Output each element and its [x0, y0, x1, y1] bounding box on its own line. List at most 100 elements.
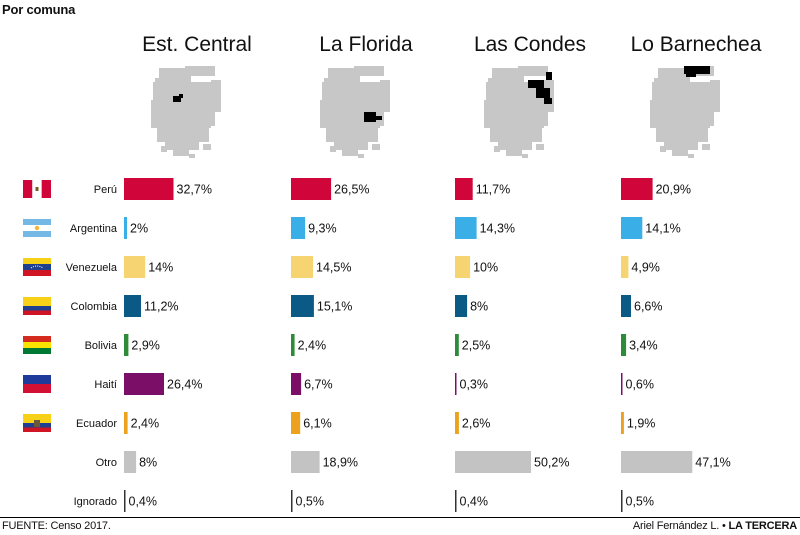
- source-note: FUENTE: Censo 2017.: [2, 520, 111, 532]
- flag-emblem: [34, 420, 40, 427]
- value-label-las-condes-ecuador: 2,6%: [462, 417, 491, 431]
- haiti-flag-icon: [23, 375, 51, 393]
- bar-la-florida-ecuador: [291, 412, 301, 434]
- value-label-las-condes-argentina: 14,3%: [480, 222, 515, 236]
- bar-las-condes-bolivia: [455, 334, 459, 356]
- map-region: [672, 150, 688, 156]
- flag-stripe: [23, 297, 51, 306]
- value-label-est-central-otro: 8%: [139, 456, 157, 470]
- value-label-lo-barnechea-argentina: 14,1%: [645, 222, 680, 236]
- category-label-otro: Otro: [96, 457, 117, 469]
- map-region: [320, 106, 380, 128]
- map-region: [484, 100, 490, 108]
- value-label-la-florida-venezuela: 14,5%: [316, 261, 351, 275]
- flag-sun: [34, 225, 40, 231]
- map-region: [650, 106, 710, 128]
- map-region: [328, 68, 360, 82]
- map-region: [213, 90, 221, 100]
- santiago-map-las-condes-icon: [484, 66, 554, 158]
- bar-est-central-argentina: [124, 217, 127, 239]
- map-region: [652, 82, 714, 106]
- flag-stripe: [23, 258, 51, 264]
- value-label-est-central-haiti: 26,4%: [167, 378, 202, 392]
- map-region: [151, 106, 211, 128]
- bar-las-condes-ignorado: [455, 490, 457, 512]
- map-region: [155, 78, 161, 84]
- value-label-las-condes-otro: 50,2%: [534, 456, 569, 470]
- value-label-lo-barnechea-peru: 20,9%: [656, 183, 691, 197]
- value-label-est-central-colombia: 11,2%: [144, 300, 179, 314]
- value-label-lo-barnechea-haiti: 0,6%: [626, 378, 655, 392]
- value-label-est-central-argentina: 2%: [130, 222, 148, 236]
- value-label-lo-barnechea-ecuador: 1,9%: [627, 417, 656, 431]
- category-label-argentina: Argentina: [70, 223, 118, 235]
- flag-stripe: [23, 231, 51, 237]
- map-region: [540, 112, 548, 126]
- bar-est-central-ecuador: [124, 412, 128, 434]
- flag-stripe: [23, 348, 51, 354]
- map-region: [151, 100, 157, 108]
- bar-lo-barnechea-colombia: [621, 295, 631, 317]
- flag-stripe: [23, 375, 51, 384]
- map-region: [658, 68, 690, 82]
- column-header-las-condes: Las Condes: [474, 33, 586, 56]
- map-region: [650, 100, 656, 108]
- value-label-est-central-ignorado: 0,4%: [129, 495, 158, 509]
- map-region: [382, 90, 390, 100]
- category-label-ecuador: Ecuador: [76, 418, 117, 430]
- santiago-map-la-florida-icon: [320, 66, 390, 158]
- value-label-lo-barnechea-otro: 47,1%: [695, 456, 730, 470]
- map-highlight-commune: [364, 112, 376, 122]
- map-highlight-commune: [528, 80, 544, 88]
- column-header-est-central: Est. Central: [142, 33, 252, 56]
- map-highlight-commune: [546, 72, 552, 80]
- value-label-est-central-venezuela: 14%: [148, 261, 173, 275]
- map-region: [159, 68, 191, 82]
- section-title: Por comuna: [2, 2, 76, 17]
- bar-lo-barnechea-bolivia: [621, 334, 627, 356]
- map-region: [189, 154, 195, 158]
- map-region: [506, 150, 522, 156]
- flag-stripe: [23, 180, 33, 198]
- map-region: [322, 82, 384, 106]
- category-label-peru: Perú: [94, 184, 117, 196]
- value-label-la-florida-argentina: 9,3%: [308, 222, 337, 236]
- map-region: [203, 144, 211, 150]
- map-region: [326, 128, 378, 142]
- map-region: [498, 142, 532, 150]
- map-region: [712, 90, 720, 100]
- bar-est-central-venezuela: [124, 256, 146, 278]
- map-region: [185, 66, 215, 76]
- bar-las-condes-peru: [455, 178, 473, 200]
- value-label-las-condes-venezuela: 10%: [473, 261, 498, 275]
- map-region: [334, 142, 368, 150]
- map-region: [358, 154, 364, 158]
- map-region: [536, 144, 544, 150]
- value-label-las-condes-ignorado: 0,4%: [460, 495, 489, 509]
- bar-las-condes-venezuela: [455, 256, 471, 278]
- category-label-venezuela: Venezuela: [66, 262, 118, 274]
- value-label-la-florida-colombia: 15,1%: [317, 300, 352, 314]
- map-highlight-commune: [544, 98, 552, 104]
- credit: Ariel Fernández L. • LA TERCERA: [633, 520, 797, 532]
- map-region: [320, 100, 326, 108]
- brand-name: LA TERCERA: [728, 520, 798, 532]
- map-region: [330, 146, 336, 152]
- bar-est-central-otro: [124, 451, 137, 473]
- bar-la-florida-argentina: [291, 217, 306, 239]
- value-label-lo-barnechea-ignorado: 0,5%: [626, 495, 655, 509]
- bar-la-florida-otro: [291, 451, 320, 473]
- map-region: [656, 128, 708, 142]
- bar-est-central-colombia: [124, 295, 141, 317]
- santiago-map-est-central-icon: [151, 66, 221, 158]
- map-region: [165, 142, 199, 150]
- flag-stripe: [23, 219, 51, 225]
- bar-lo-barnechea-venezuela: [621, 256, 629, 278]
- footer-divider: [0, 517, 800, 518]
- peru-flag-icon: [23, 180, 51, 198]
- flag-emblem: [35, 187, 39, 191]
- map-highlight-commune: [179, 94, 183, 98]
- value-label-lo-barnechea-venezuela: 4,9%: [631, 261, 660, 275]
- flag-stripe: [23, 306, 51, 311]
- ecuador-flag-icon: [23, 414, 51, 432]
